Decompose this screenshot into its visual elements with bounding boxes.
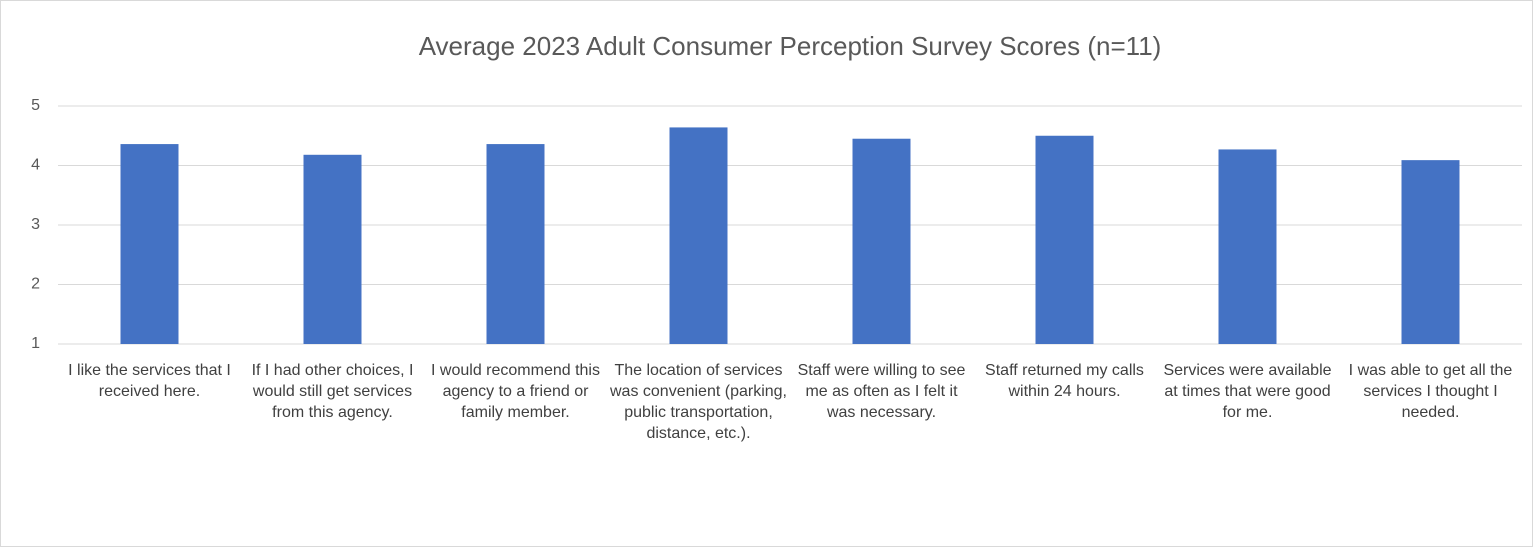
y-tick-label: 2 [31, 276, 40, 293]
x-tick-label: Staff returned my calls within 24 hours. [985, 362, 1144, 400]
x-tick-label: I like the services that I received here… [68, 362, 231, 400]
x-tick-label: I would recommend this agency to a frien… [431, 362, 600, 421]
x-tick-label: Staff were willing to see me as often as… [797, 362, 966, 421]
bar [120, 144, 179, 344]
x-tick-label: Services were available at times that we… [1163, 362, 1332, 421]
x-tick-label: The location of services was convenient … [610, 362, 787, 442]
bar [486, 144, 545, 344]
bar [303, 154, 362, 344]
y-tick-label: 5 [31, 97, 40, 114]
chart-title: Average 2023 Adult Consumer Perception S… [419, 31, 1162, 61]
bar [669, 127, 728, 344]
bar [1035, 135, 1094, 344]
bar [1218, 149, 1277, 344]
y-tick-label: 4 [31, 157, 40, 174]
x-tick-label: I was able to get all the services I tho… [1348, 362, 1513, 421]
y-tick-label: 1 [31, 335, 40, 352]
y-tick-label: 3 [31, 216, 40, 233]
x-tick-label: If I had other choices, I would still ge… [251, 362, 414, 421]
bar [852, 138, 911, 344]
bar [1401, 160, 1460, 344]
